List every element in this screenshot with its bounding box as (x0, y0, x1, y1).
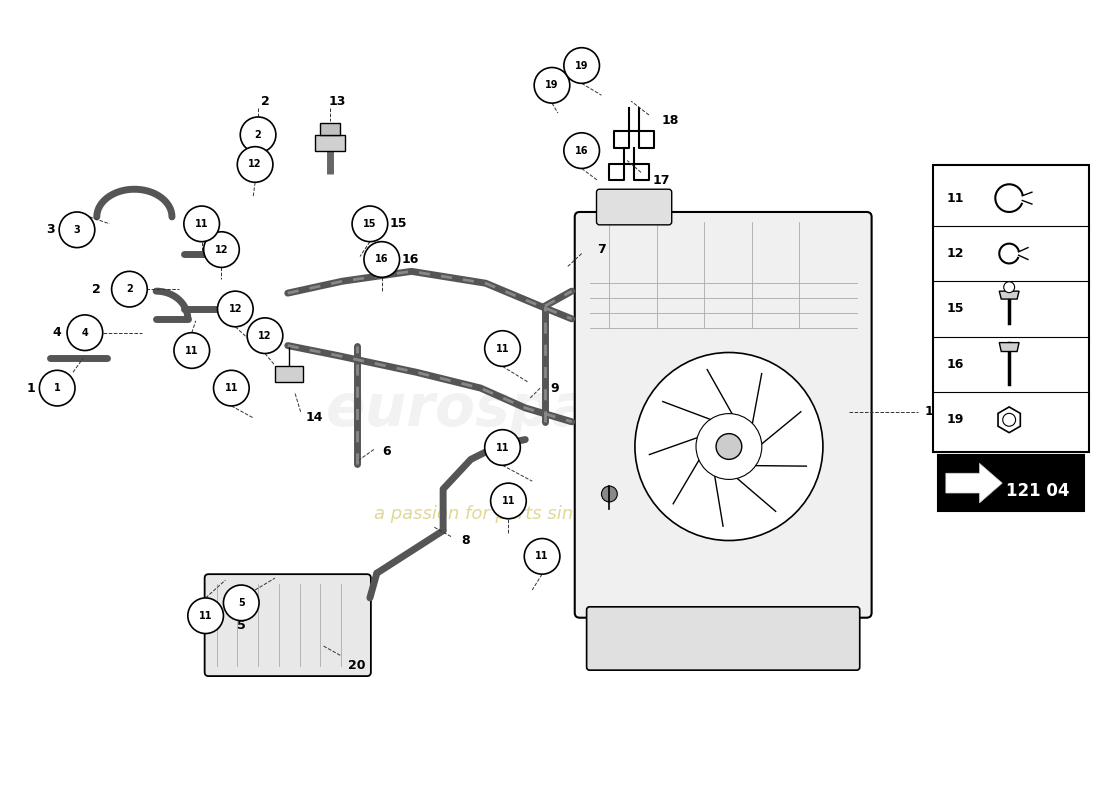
Circle shape (716, 434, 741, 459)
Text: 11: 11 (185, 346, 198, 355)
Text: 15: 15 (389, 218, 407, 230)
Bar (316, 134, 345, 150)
Text: 10: 10 (924, 406, 942, 418)
Text: 15: 15 (947, 302, 965, 315)
Bar (275, 366, 302, 382)
Circle shape (602, 486, 617, 502)
Circle shape (40, 370, 75, 406)
Polygon shape (999, 342, 1019, 351)
Circle shape (174, 333, 210, 368)
FancyBboxPatch shape (596, 190, 672, 225)
Text: 15: 15 (363, 219, 376, 229)
Text: 2: 2 (92, 282, 101, 296)
Text: 4: 4 (53, 326, 62, 339)
Text: 8: 8 (462, 534, 470, 547)
Circle shape (223, 585, 260, 621)
Text: 11: 11 (496, 442, 509, 453)
Text: 12: 12 (229, 304, 242, 314)
Text: 16: 16 (375, 254, 388, 265)
Circle shape (240, 117, 276, 153)
FancyBboxPatch shape (586, 607, 860, 670)
Circle shape (1003, 282, 1014, 293)
Circle shape (248, 318, 283, 354)
Text: 11: 11 (195, 219, 208, 229)
Text: 9: 9 (551, 382, 559, 394)
Text: 11: 11 (536, 551, 549, 562)
Text: 11: 11 (947, 192, 965, 205)
Text: 2: 2 (126, 284, 133, 294)
Text: 20: 20 (349, 658, 366, 672)
Bar (320, 123, 340, 134)
Polygon shape (999, 291, 1019, 299)
Text: 7: 7 (597, 243, 606, 256)
Text: 5: 5 (238, 598, 244, 608)
FancyBboxPatch shape (574, 212, 871, 618)
Text: 11: 11 (502, 496, 515, 506)
Text: 4: 4 (81, 328, 88, 338)
Text: 16: 16 (575, 146, 589, 156)
Circle shape (525, 538, 560, 574)
Text: 12: 12 (214, 245, 228, 254)
Text: 3: 3 (46, 223, 55, 236)
Circle shape (67, 315, 102, 350)
Circle shape (352, 206, 387, 242)
Text: 18: 18 (662, 114, 680, 127)
Text: 16: 16 (947, 358, 965, 371)
Text: 1: 1 (54, 383, 60, 393)
Circle shape (564, 133, 600, 169)
Circle shape (213, 370, 250, 406)
Circle shape (635, 353, 823, 541)
Circle shape (188, 598, 223, 634)
Circle shape (485, 330, 520, 366)
Circle shape (1003, 414, 1015, 426)
Text: 5: 5 (236, 619, 245, 632)
Text: 3: 3 (74, 225, 80, 234)
Circle shape (485, 430, 520, 466)
Text: 19: 19 (575, 61, 589, 70)
Circle shape (238, 146, 273, 182)
Text: 11: 11 (224, 383, 238, 393)
Text: 17: 17 (652, 174, 670, 187)
Circle shape (564, 48, 600, 83)
Text: 11: 11 (496, 343, 509, 354)
Text: 1: 1 (26, 382, 35, 394)
Text: 121 04: 121 04 (1005, 482, 1069, 500)
Polygon shape (946, 463, 1002, 503)
Text: 12: 12 (249, 159, 262, 170)
Text: 2: 2 (261, 94, 270, 108)
Text: 12: 12 (947, 247, 965, 260)
Circle shape (59, 212, 95, 248)
Text: 16: 16 (402, 253, 419, 266)
Text: 19: 19 (947, 414, 965, 426)
Text: eurospares: eurospares (326, 382, 695, 438)
Text: a passion for parts since 1985: a passion for parts since 1985 (374, 505, 647, 523)
Circle shape (364, 242, 399, 278)
Circle shape (535, 67, 570, 103)
Circle shape (204, 232, 240, 267)
Text: 14: 14 (306, 411, 323, 424)
Circle shape (696, 414, 762, 479)
Circle shape (184, 206, 220, 242)
Circle shape (218, 291, 253, 326)
Text: 2: 2 (255, 130, 262, 140)
Text: 13: 13 (329, 94, 345, 108)
FancyBboxPatch shape (205, 574, 371, 676)
Text: 12: 12 (258, 330, 272, 341)
Circle shape (491, 483, 526, 518)
Bar (938, 455, 1085, 511)
Text: 19: 19 (546, 80, 559, 90)
Text: 6: 6 (383, 445, 390, 458)
Text: 11: 11 (199, 610, 212, 621)
Bar (933, 166, 1089, 453)
Circle shape (111, 271, 147, 307)
